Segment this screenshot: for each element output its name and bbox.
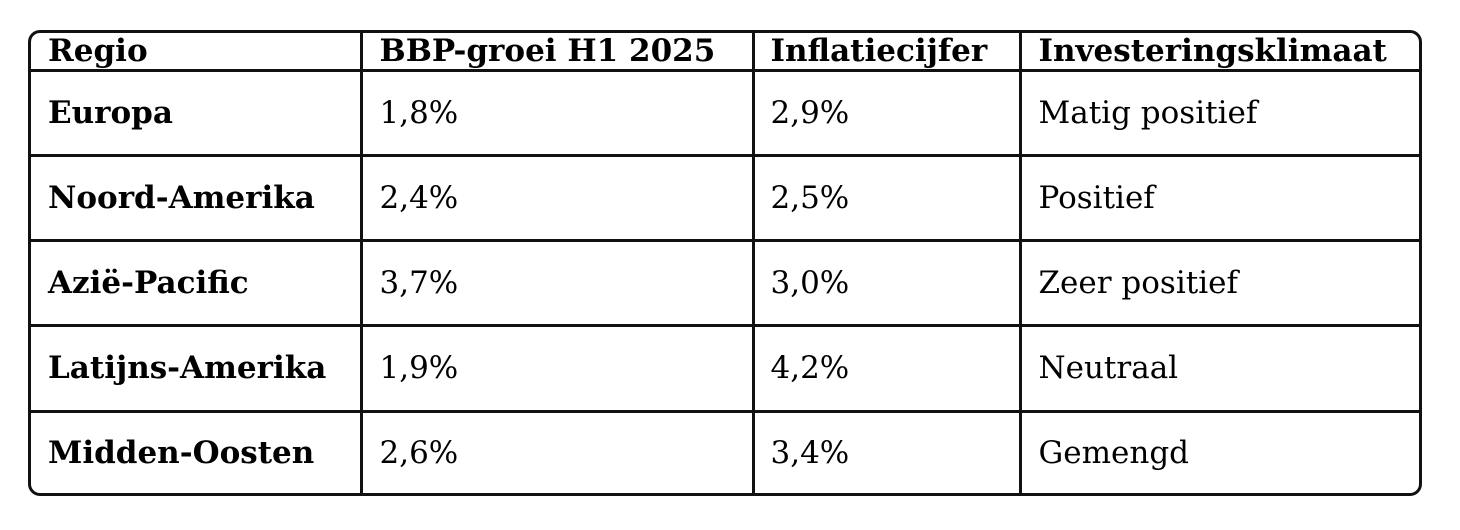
cell-region: Azië-Pacific <box>31 239 363 328</box>
cell-klimaat: Gemengd <box>1018 409 1419 493</box>
cell-klimaat: Zeer positief <box>1018 239 1419 328</box>
cell-inflatie: 3,4% <box>751 409 1022 493</box>
cell-bbp-groei: 1,9% <box>359 324 755 413</box>
cell-inflatie: 2,5% <box>751 154 1022 243</box>
cell-inflatie: 2,9% <box>751 68 1022 158</box>
table-row: Noord-Amerika 2,4% 2,5% Positief <box>31 154 1419 243</box>
table-header: Regio BBP-groei H1 2025 Inflatiecijfer I… <box>31 33 1419 72</box>
cell-region: Latijns-Amerika <box>31 324 363 413</box>
cell-inflatie: 3,0% <box>751 239 1022 328</box>
cell-bbp-groei: 2,6% <box>359 409 755 493</box>
cell-klimaat: Positief <box>1018 154 1419 243</box>
cell-bbp-groei: 2,4% <box>359 154 755 243</box>
header-investeringsklimaat: Investeringsklimaat <box>1018 33 1419 72</box>
table-row: Europa 1,8% 2,9% Matig positief <box>31 68 1419 158</box>
header-bbp-groei: BBP-groei H1 2025 <box>359 33 755 72</box>
table-body: Europa 1,8% 2,9% Matig positief Noord-Am… <box>31 68 1419 493</box>
cell-klimaat: Neutraal <box>1018 324 1419 413</box>
header-inflatiecijfer: Inflatiecijfer <box>751 33 1022 72</box>
table-row: Latijns-Amerika 1,9% 4,2% Neutraal <box>31 324 1419 413</box>
cell-inflatie: 4,2% <box>751 324 1022 413</box>
cell-region: Europa <box>31 68 363 158</box>
header-row: Regio BBP-groei H1 2025 Inflatiecijfer I… <box>31 33 1419 72</box>
table: Regio BBP-groei H1 2025 Inflatiecijfer I… <box>31 33 1419 493</box>
table-row: Midden-Oosten 2,6% 3,4% Gemengd <box>31 409 1419 493</box>
cell-klimaat: Matig positief <box>1018 68 1419 158</box>
table-row: Azië-Pacific 3,7% 3,0% Zeer positief <box>31 239 1419 328</box>
cell-bbp-groei: 3,7% <box>359 239 755 328</box>
economic-data-table: Regio BBP-groei H1 2025 Inflatiecijfer I… <box>28 30 1422 496</box>
cell-bbp-groei: 1,8% <box>359 68 755 158</box>
header-regio: Regio <box>31 33 363 72</box>
cell-region: Noord-Amerika <box>31 154 363 243</box>
cell-region: Midden-Oosten <box>31 409 363 493</box>
